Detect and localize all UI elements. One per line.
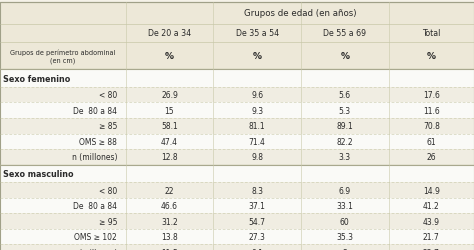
Text: 8.3: 8.3 xyxy=(251,186,263,195)
Text: 11.6: 11.6 xyxy=(423,106,440,115)
Text: 3.3: 3.3 xyxy=(339,153,351,162)
Text: 5.6: 5.6 xyxy=(339,91,351,100)
Text: 33.1: 33.1 xyxy=(337,201,353,210)
Bar xyxy=(0,88,474,103)
Text: Sexo masculino: Sexo masculino xyxy=(3,169,73,178)
Text: 13.8: 13.8 xyxy=(161,232,178,241)
Text: %: % xyxy=(253,52,262,61)
Text: 70.8: 70.8 xyxy=(423,122,440,131)
Text: 26.9: 26.9 xyxy=(161,91,178,100)
Text: 35.3: 35.3 xyxy=(337,232,353,241)
Text: 15: 15 xyxy=(164,106,174,115)
Bar xyxy=(0,214,474,229)
Bar xyxy=(0,118,474,134)
Text: 61: 61 xyxy=(427,137,436,146)
Text: 43.9: 43.9 xyxy=(423,217,440,226)
Text: 89.1: 89.1 xyxy=(337,122,353,131)
Text: De  80 a 84: De 80 a 84 xyxy=(73,201,117,210)
Text: 5.3: 5.3 xyxy=(339,106,351,115)
Text: ≥ 95: ≥ 95 xyxy=(99,217,117,226)
Text: 9.3: 9.3 xyxy=(251,106,263,115)
Text: 9.1: 9.1 xyxy=(251,248,263,250)
Text: 37.1: 37.1 xyxy=(249,201,265,210)
Bar xyxy=(0,103,474,118)
Text: 6.9: 6.9 xyxy=(339,186,351,195)
Text: Sexo femenino: Sexo femenino xyxy=(3,74,70,83)
Text: 82.2: 82.2 xyxy=(337,137,353,146)
Text: < 80: < 80 xyxy=(99,91,117,100)
Text: 12.8: 12.8 xyxy=(161,153,178,162)
Text: OMS ≥ 88: OMS ≥ 88 xyxy=(79,137,117,146)
Text: 41.2: 41.2 xyxy=(423,201,440,210)
Text: 27.3: 27.3 xyxy=(249,232,265,241)
Bar xyxy=(0,244,474,250)
Text: Grupos de edad (en años): Grupos de edad (en años) xyxy=(244,9,356,18)
Text: De  80 a 84: De 80 a 84 xyxy=(73,106,117,115)
Text: n (millones): n (millones) xyxy=(72,248,117,250)
Text: 17.6: 17.6 xyxy=(423,91,440,100)
Text: 26: 26 xyxy=(427,153,436,162)
Bar xyxy=(0,182,474,198)
Text: Grupos de perímetro abdominal
(en cm): Grupos de perímetro abdominal (en cm) xyxy=(10,50,116,64)
Bar xyxy=(0,165,474,182)
Text: ≥ 85: ≥ 85 xyxy=(99,122,117,131)
Text: 81.1: 81.1 xyxy=(249,122,265,131)
Text: 71.4: 71.4 xyxy=(249,137,265,146)
Bar xyxy=(0,43,474,70)
Text: OMS ≥ 102: OMS ≥ 102 xyxy=(74,232,117,241)
Bar xyxy=(0,70,474,87)
Text: %: % xyxy=(165,52,174,61)
Text: Total: Total xyxy=(422,29,440,38)
Bar xyxy=(0,2,474,25)
Text: 9.8: 9.8 xyxy=(251,153,263,162)
Text: 54.7: 54.7 xyxy=(249,217,265,226)
Bar xyxy=(0,150,474,165)
Text: 31.2: 31.2 xyxy=(161,217,178,226)
Text: 46.6: 46.6 xyxy=(161,201,178,210)
Text: 11.5: 11.5 xyxy=(161,248,178,250)
Text: 58.1: 58.1 xyxy=(161,122,178,131)
Text: 60: 60 xyxy=(340,217,350,226)
Text: De 35 a 54: De 35 a 54 xyxy=(236,29,279,38)
Text: 21.7: 21.7 xyxy=(423,232,440,241)
Bar xyxy=(0,24,474,43)
Bar xyxy=(0,134,474,150)
Bar xyxy=(0,229,474,244)
Text: 47.4: 47.4 xyxy=(161,137,178,146)
Text: n (millones): n (millones) xyxy=(72,153,117,162)
Text: 22: 22 xyxy=(164,186,174,195)
Bar xyxy=(0,198,474,214)
Text: De 20 a 34: De 20 a 34 xyxy=(148,29,191,38)
Text: De 55 a 69: De 55 a 69 xyxy=(323,29,366,38)
Text: 3: 3 xyxy=(342,248,347,250)
Text: 9.6: 9.6 xyxy=(251,91,263,100)
Text: < 80: < 80 xyxy=(99,186,117,195)
Text: 14.9: 14.9 xyxy=(423,186,440,195)
Text: 23.7: 23.7 xyxy=(423,248,440,250)
Text: %: % xyxy=(427,52,436,61)
Text: %: % xyxy=(340,52,349,61)
